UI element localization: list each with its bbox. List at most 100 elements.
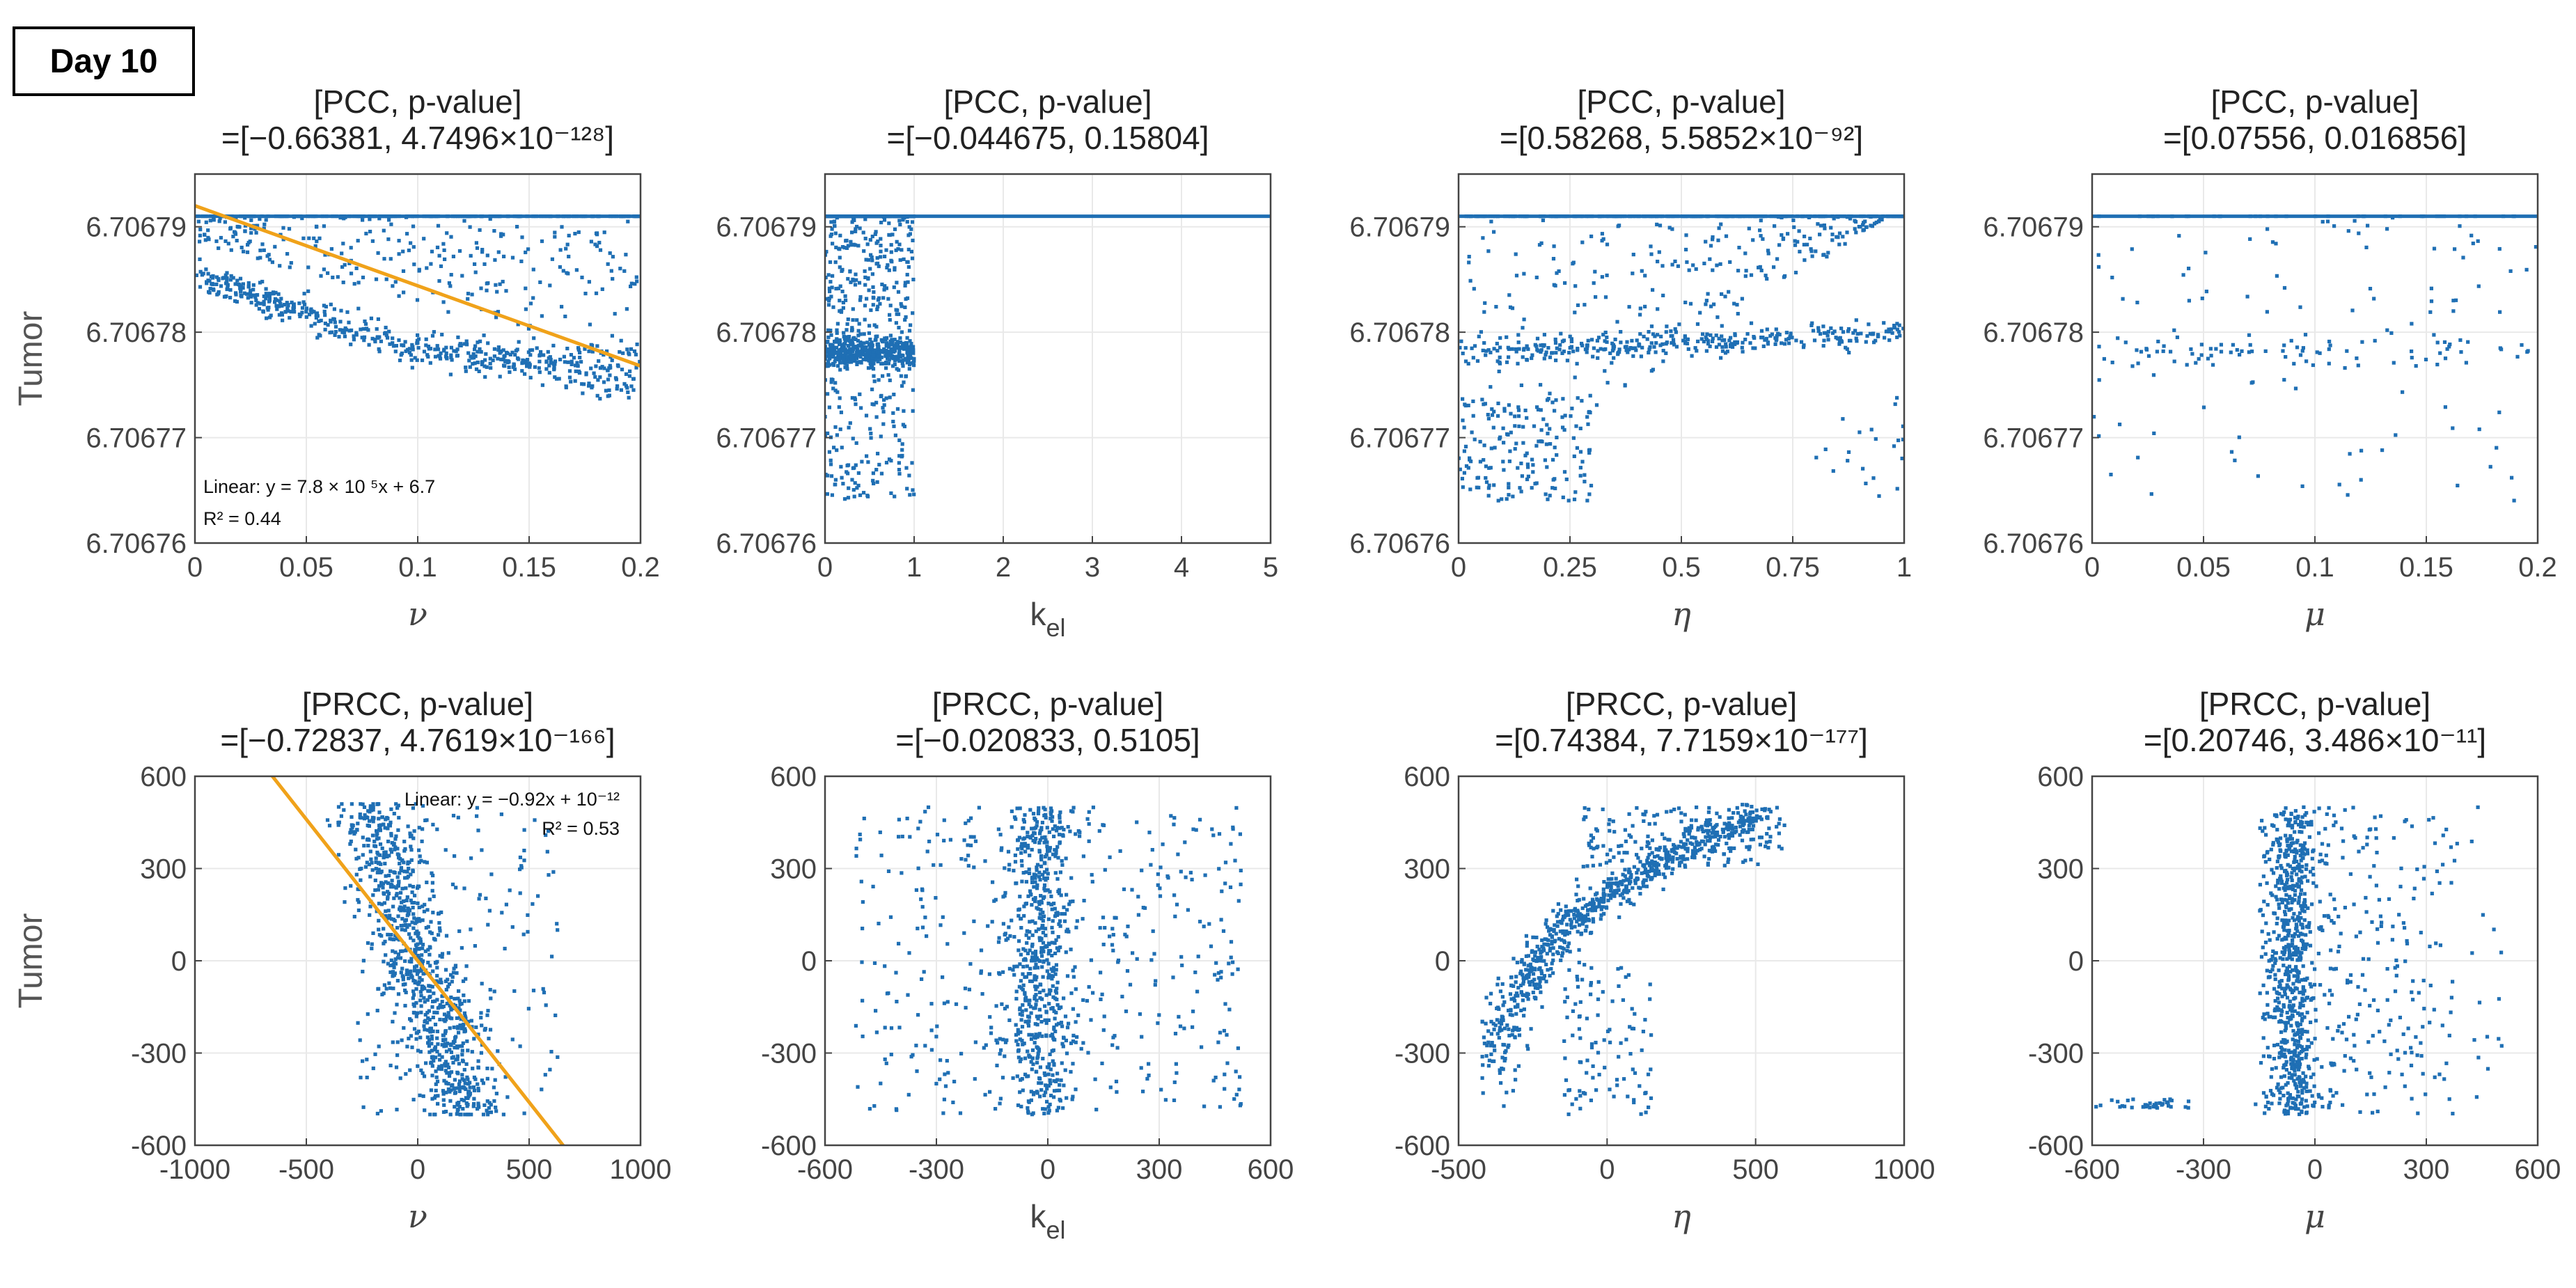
data-point [256,256,260,260]
data-point [398,956,403,960]
data-point [285,306,290,311]
data-point [1494,305,1498,309]
data-point [594,291,599,295]
data-point [1725,350,1729,354]
data-point [2385,328,2389,332]
data-point [386,237,391,242]
data-point [1900,456,1904,461]
data-point [1901,424,1904,428]
data-point [858,340,863,345]
data-point [874,400,879,405]
data-point [1887,329,1892,333]
data-point [442,1078,446,1083]
data-point [574,268,579,272]
data-point [1883,336,1887,340]
data-point [1851,331,1855,335]
data-point [300,217,304,221]
data-point [2469,233,2474,237]
data-point [1836,235,1840,239]
data-point [602,230,606,235]
data-point [243,223,248,228]
panel-title: [PCC, p-value] [313,84,521,120]
data-point [429,920,433,924]
data-point [849,243,854,247]
data-point [435,973,439,978]
data-point [400,858,405,863]
data-point [1552,244,1556,249]
data-point [436,1042,440,1046]
data-point [228,278,233,282]
data-point [487,1106,491,1110]
data-point [835,433,839,437]
data-point [563,314,567,319]
data-point [236,225,240,229]
data-point [1530,353,1534,357]
data-point [415,981,419,985]
data-point [492,229,496,233]
data-point [524,286,528,290]
data-point [872,290,876,294]
data-point [1461,418,1465,423]
data-point [881,374,885,378]
data-point [1638,332,1642,336]
data-point [2373,338,2377,343]
data-point [288,265,292,269]
panel-title: =[0.58268, 5.5852×10⁻⁹²] [1500,120,1863,156]
data-point [390,841,394,845]
data-point [904,466,909,470]
data-point [1617,347,1621,352]
data-point [437,911,441,916]
data-point [2337,482,2341,487]
data-point [1603,330,1608,335]
data-point [587,384,591,388]
data-point [550,257,554,261]
data-point [837,349,841,353]
data-point [1651,332,1656,336]
data-point [504,902,508,906]
data-point [880,361,884,366]
data-point [1505,335,1509,339]
data-point [1714,333,1718,338]
data-point [398,896,402,900]
data-point [1858,225,1862,229]
data-point [1736,269,1741,273]
data-point [1801,345,1806,350]
data-point [2410,322,2414,326]
data-point [886,373,890,377]
data-point [267,306,271,310]
fit-annotation: R² = 0.44 [203,508,281,529]
x-axis-label: η [1672,595,1691,633]
data-point [1519,462,1523,466]
data-point [1628,346,1633,350]
data-point [340,802,344,806]
data-point [886,356,890,361]
data-point [1585,498,1589,503]
data-point [842,359,846,363]
data-point [411,938,416,943]
data-point [482,1103,487,1107]
data-point [874,350,878,354]
data-point [430,1055,434,1060]
data-point [1774,327,1778,331]
data-point [1661,349,1665,353]
data-point [1589,234,1594,239]
data-point [850,349,855,353]
data-point [386,909,391,913]
data-point [900,455,904,459]
data-point [835,331,839,335]
data-point [912,356,916,361]
data-point [560,304,564,309]
data-point [1492,230,1496,234]
data-point [2515,354,2520,359]
data-point [443,1042,447,1046]
data-point [830,285,834,290]
data-point [907,473,911,478]
data-point [1605,335,1609,340]
data-point [1536,407,1541,411]
data-point [602,380,606,384]
data-point [205,280,209,284]
data-point [315,239,319,244]
data-point [825,297,828,301]
data-point [379,881,384,885]
data-point [326,271,330,275]
